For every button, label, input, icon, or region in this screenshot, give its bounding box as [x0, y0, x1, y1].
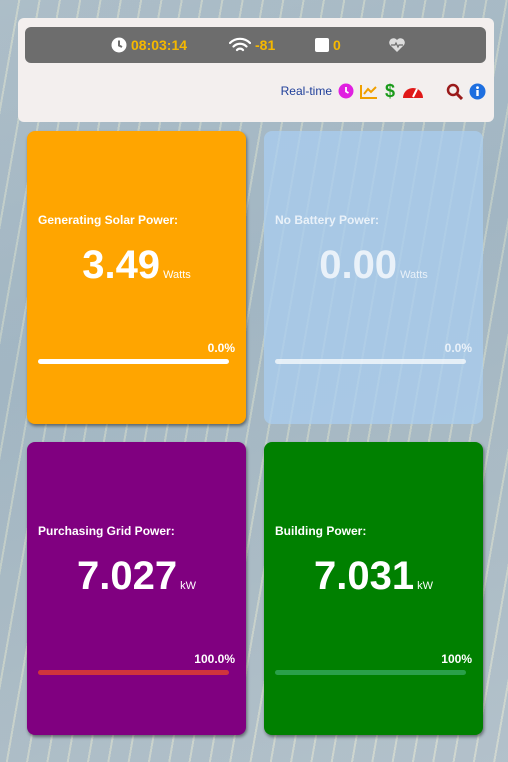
card-title: No Battery Power:	[275, 213, 379, 227]
card-title: Generating Solar Power:	[38, 213, 178, 227]
heart-icon[interactable]	[388, 37, 406, 53]
gauge-icon[interactable]	[402, 83, 424, 99]
card-title: Building Power:	[275, 524, 366, 538]
square-icon	[315, 38, 329, 52]
card-percent: 0.0%	[208, 341, 235, 355]
svg-text:$: $	[385, 82, 395, 100]
value-unit: kW	[417, 580, 433, 592]
signal-status: -81	[229, 27, 275, 63]
page: {"status_bar": {"time": "08:03:14", "sig…	[0, 0, 508, 762]
value-number: 7.031	[314, 554, 414, 598]
wifi-icon	[229, 37, 251, 53]
value-unit: kW	[180, 580, 196, 592]
search-icon[interactable]	[446, 83, 463, 100]
signal: -81	[255, 37, 275, 53]
heartbeat-status[interactable]	[388, 27, 406, 63]
header-panel: 08:03:14 -81 0 Real-time $	[18, 18, 494, 122]
time: 08:03:14	[131, 37, 187, 53]
value-number: 7.027	[77, 554, 177, 598]
progress-bar	[38, 670, 229, 675]
progress-bar	[38, 359, 229, 364]
info-icon[interactable]	[469, 83, 486, 100]
value-number: 0.00	[319, 243, 397, 287]
count-status: 0	[315, 27, 341, 63]
status-bar: 08:03:14 -81 0	[25, 27, 486, 63]
value-unit: Watts	[400, 269, 428, 281]
count: 0	[333, 37, 341, 53]
card-title: Purchasing Grid Power:	[38, 524, 175, 538]
progress-bar	[275, 670, 466, 675]
progress-bar	[275, 359, 466, 364]
card-percent: 0.0%	[445, 341, 472, 355]
clock-status: 08:03:14	[111, 27, 187, 63]
realtime-icon[interactable]	[338, 83, 354, 99]
chart-icon[interactable]	[360, 83, 378, 99]
realtime-label[interactable]: Real-time	[281, 84, 332, 98]
value-unit: Watts	[163, 269, 191, 281]
toolbar: Real-time $	[281, 82, 486, 100]
value-number: 3.49	[82, 243, 160, 287]
card-percent: 100%	[441, 652, 472, 666]
card-percent: 100.0%	[194, 652, 235, 666]
clock-icon	[111, 37, 127, 53]
cost-icon[interactable]: $	[384, 82, 396, 100]
